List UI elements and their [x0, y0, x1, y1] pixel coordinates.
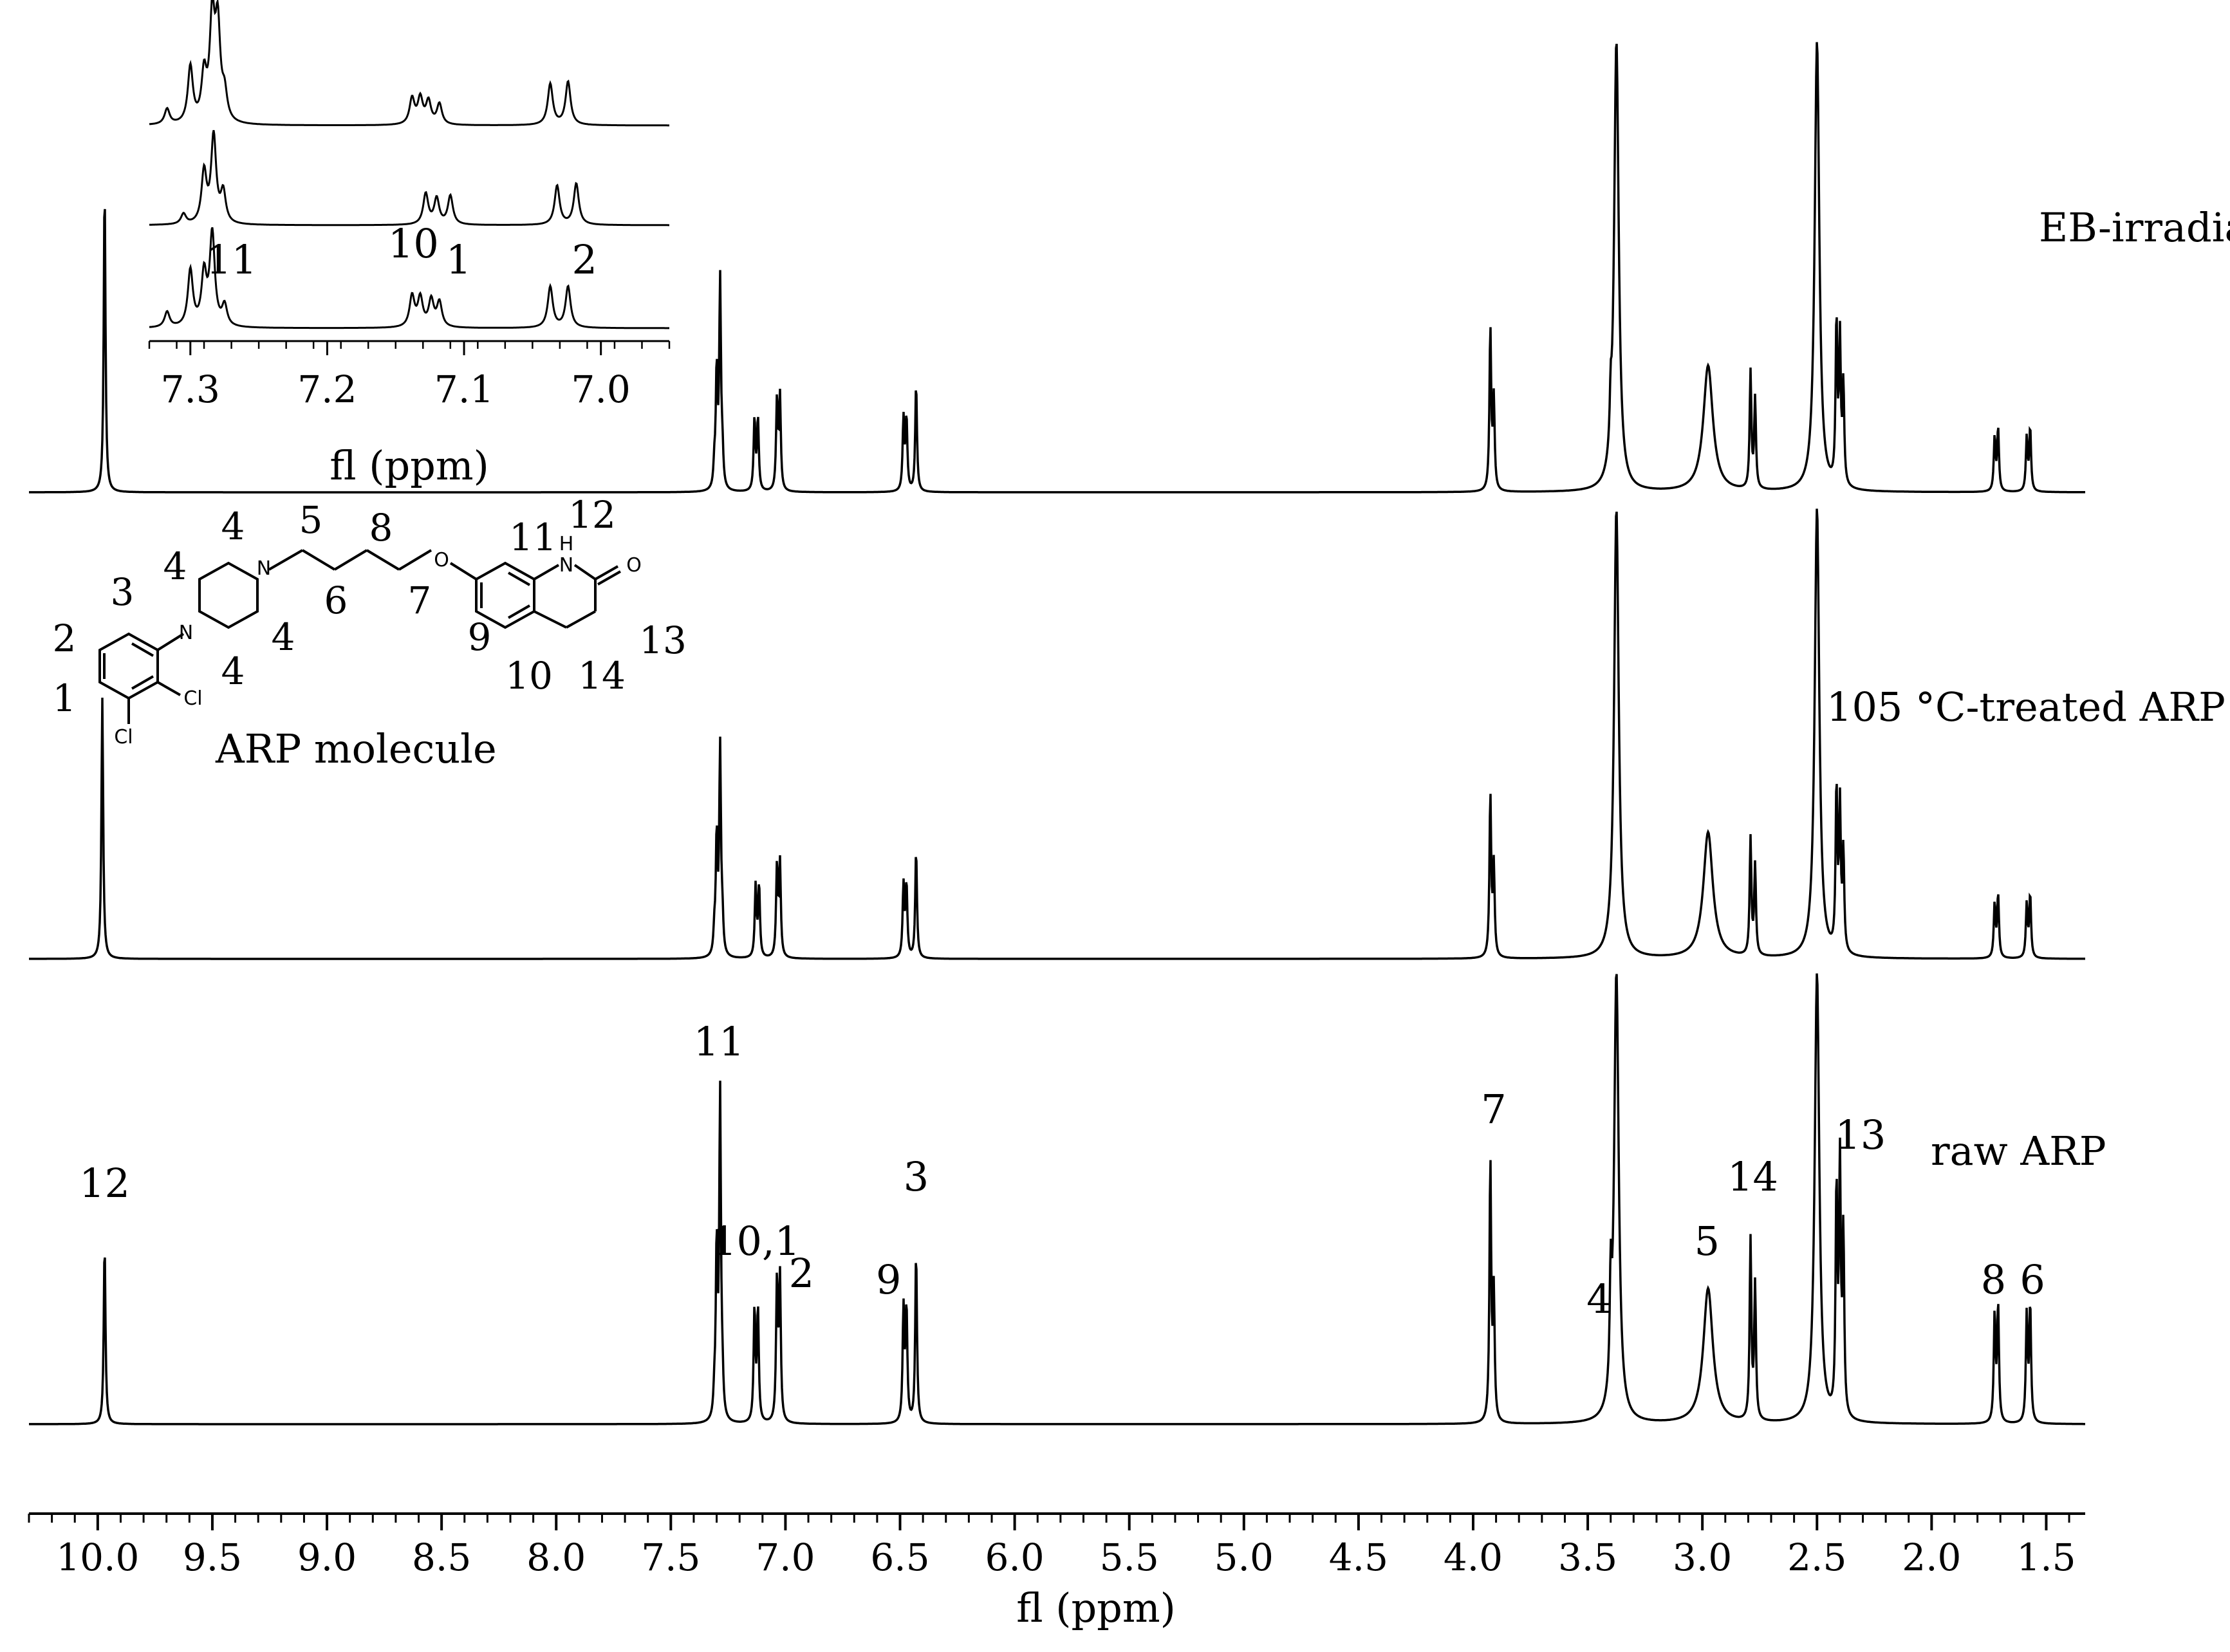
- inset-x-tick-label: 7.0: [571, 367, 631, 411]
- atom-number-10: 10: [505, 654, 553, 698]
- atom-number-4d: 4: [221, 649, 245, 693]
- atom-number-4b: 4: [221, 505, 245, 548]
- peak-label: 12: [79, 1160, 130, 1207]
- x-tick-label: 3.0: [1673, 1536, 1732, 1579]
- spectrum-trace: [29, 973, 2085, 1425]
- atom-number-8: 8: [369, 506, 393, 550]
- inset-x-tick-label: 7.2: [297, 367, 357, 411]
- x-tick-label: 4.0: [1444, 1536, 1503, 1579]
- inset-spectrum-trace: [149, 227, 669, 329]
- atom-o-carbonyl: O: [626, 554, 642, 577]
- peak-label: 14: [1727, 1153, 1778, 1200]
- main-traces: [29, 42, 2085, 1425]
- atom-number-14: 14: [578, 654, 626, 698]
- x-tick-label: 6.0: [985, 1536, 1044, 1579]
- peak-label: 3: [904, 1153, 929, 1200]
- atom-n-piperazine-2: N: [257, 557, 271, 580]
- series-label-eb: EB-irradiated ARP: [2039, 204, 2230, 251]
- peak-label: 9: [876, 1256, 901, 1303]
- atom-n-lactam: N: [559, 554, 573, 577]
- series-label-105c: 105 °C-treated ARP: [1826, 683, 2225, 730]
- atom-number-1: 1: [53, 676, 77, 720]
- atom-cl-1: Cl: [183, 687, 202, 710]
- x-tick-label: 7.0: [756, 1536, 815, 1579]
- inset-plot: 7.3 7.2 7.1 7.0 11 10 1 2: [148, 0, 671, 411]
- inset-x-tick-label: 7.1: [434, 367, 494, 411]
- benzene-ring: [98, 632, 159, 700]
- x-tick-label: 1.5: [2016, 1536, 2076, 1579]
- atom-o-ether: O: [434, 549, 449, 571]
- atom-number-2: 2: [53, 617, 77, 660]
- molecule-atom-numbers: 1 2 3 4 4 4 4 5 6 7 8 9 10 11 12 13 14: [53, 493, 687, 720]
- atom-number-3: 3: [111, 570, 135, 614]
- peak-label: 2: [789, 1250, 814, 1297]
- arp-molecule-structure: [98, 549, 621, 724]
- x-tick-label: 7.5: [641, 1536, 700, 1579]
- atom-number-9: 9: [468, 615, 492, 659]
- spectrum-trace: [29, 508, 2085, 960]
- x-tick-label: 8.5: [412, 1536, 471, 1579]
- atom-number-5: 5: [299, 498, 323, 542]
- atom-h-lactam: H: [559, 533, 574, 555]
- x-tick-label: 8.0: [526, 1536, 586, 1579]
- x-tick-label: 5.0: [1214, 1536, 1274, 1579]
- peak-label: 11: [694, 1018, 745, 1065]
- peak-label: 8: [1981, 1256, 2006, 1303]
- inset-spectrum-trace: [149, 0, 669, 127]
- inset-x-tick-label: 7.3: [161, 367, 220, 411]
- peak-label: 4: [1586, 1276, 1612, 1323]
- molecule-heteroatoms: N N O H N O Cl Cl: [114, 533, 641, 748]
- atom-number-12: 12: [568, 493, 616, 537]
- x-tick-label: 2.0: [1902, 1536, 1961, 1579]
- x-axis-label: fl (ppm): [1016, 1584, 1176, 1631]
- peak-label: 10,1: [711, 1218, 800, 1265]
- x-tick-label: 2.5: [1787, 1536, 1846, 1579]
- atom-number-6: 6: [324, 579, 348, 622]
- atom-number-7: 7: [408, 579, 432, 622]
- atom-cl-2: Cl: [114, 726, 133, 748]
- atom-number-4a: 4: [163, 544, 187, 588]
- atom-number-4c: 4: [272, 615, 295, 659]
- inset-spectrum-trace: [149, 129, 669, 227]
- x-tick-label: 6.5: [870, 1536, 929, 1579]
- inset-peak-label: 11: [206, 236, 257, 283]
- peak-label: 13: [1835, 1111, 1886, 1158]
- atom-n-piperazine-1: N: [179, 622, 193, 644]
- x-tick-label: 4.5: [1329, 1536, 1388, 1579]
- piperazine-ring: [198, 561, 259, 629]
- inset-peak-label: 10: [388, 220, 439, 267]
- inset-x-axis-label: fl (ppm): [330, 442, 489, 489]
- x-tick-label: 5.5: [1100, 1536, 1159, 1579]
- molecule-caption: ARP molecule: [215, 725, 497, 772]
- x-tick-label: 9.0: [297, 1536, 357, 1579]
- x-tick-label: 9.5: [183, 1536, 242, 1579]
- spectrum-trace: [29, 42, 2085, 494]
- main-x-axis: 10.0 9.5 9.0 8.5 8.0 7.5 7.0 6.5 6.0 5.5 5.0 4.5 4.0…: [28, 1512, 2085, 1579]
- peak-label: 7: [1481, 1086, 1506, 1133]
- atom-number-11: 11: [509, 515, 557, 559]
- peak-label: 5: [1695, 1218, 1720, 1265]
- peak-label: 6: [2020, 1256, 2045, 1303]
- inset-peak-label: 1: [446, 236, 471, 283]
- x-tick-label: 3.5: [1558, 1536, 1617, 1579]
- inset-peak-label: 2: [571, 236, 597, 283]
- series-label-raw: raw ARP: [1931, 1128, 2106, 1174]
- x-tick-label: 10.0: [56, 1536, 139, 1579]
- atom-number-13: 13: [639, 618, 687, 662]
- peak-labels: 12 11 10,12 9 3 7 4 514 13 8 6: [79, 1018, 2045, 1323]
